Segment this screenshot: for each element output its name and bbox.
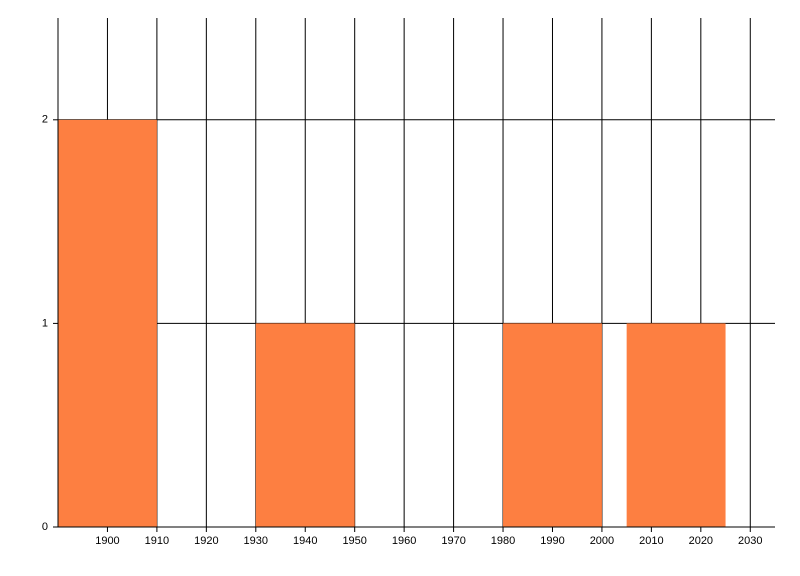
bar <box>255 323 355 527</box>
y-tick-label: 0 <box>42 521 48 533</box>
x-tick-label: 1980 <box>491 535 515 547</box>
x-tick-label: 2020 <box>689 535 713 547</box>
y-tick-label: 1 <box>42 317 48 329</box>
x-tick-label: 1910 <box>145 535 169 547</box>
x-tick-label: 1900 <box>95 535 119 547</box>
y-tick-label: 2 <box>42 114 48 126</box>
x-tick-label: 2000 <box>590 535 614 547</box>
x-tick-label: 1960 <box>392 535 416 547</box>
x-tick-label: 2010 <box>639 535 663 547</box>
x-tick-label: 1970 <box>441 535 465 547</box>
x-tick-label: 1950 <box>342 535 366 547</box>
x-tick-label: 1990 <box>540 535 564 547</box>
x-tick-label: 1940 <box>293 535 317 547</box>
x-tick-label: 2030 <box>738 535 762 547</box>
bar <box>626 323 726 527</box>
bar <box>503 323 602 527</box>
x-tick-label: 1920 <box>194 535 218 547</box>
x-tick-label: 1930 <box>244 535 268 547</box>
bar <box>58 119 157 528</box>
